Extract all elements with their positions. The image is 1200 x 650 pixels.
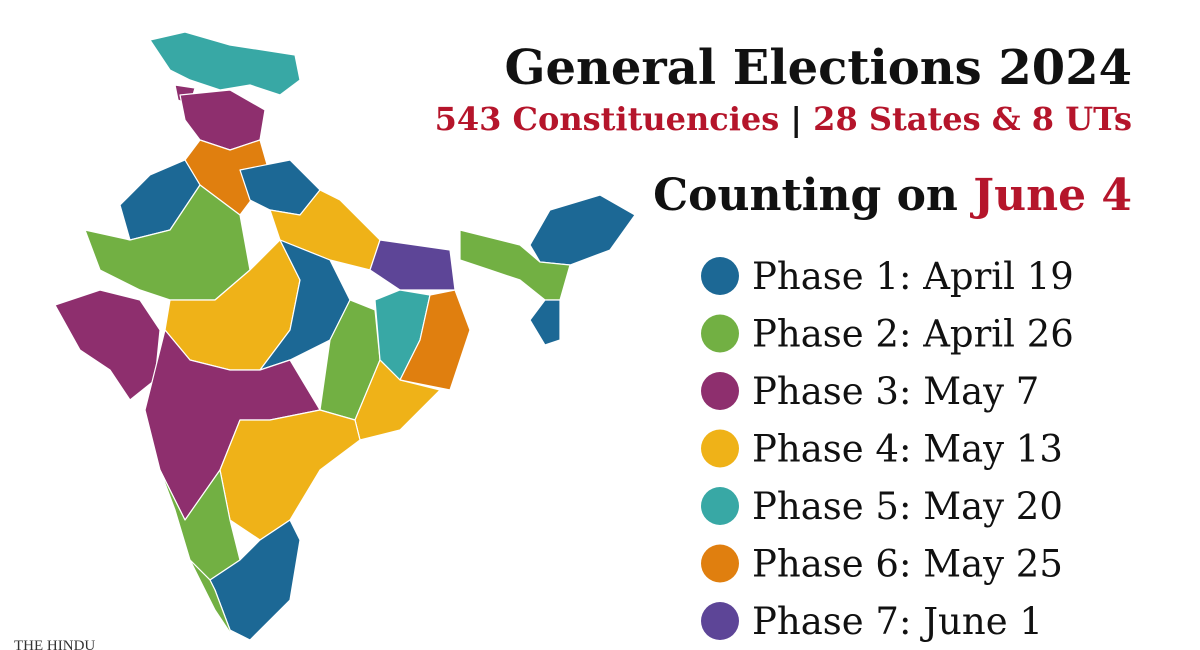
map-region (399, 289, 471, 391)
legend-label: Phase 3: May 7 (752, 370, 1039, 413)
legend-swatch (701, 544, 739, 583)
subtitle: 543 Constituencies | 28 States & 8 UTs (435, 100, 1132, 138)
counting-prefix: Counting on (653, 170, 958, 221)
map-region (54, 289, 161, 401)
counting: Counting on June 4 (653, 170, 1132, 221)
map-region (179, 89, 266, 151)
logo: THE HINDU (14, 638, 95, 650)
legend-label: Phase 5: May 20 (752, 485, 1063, 528)
subtitle-part: 28 States & 8 UTs (813, 100, 1132, 138)
legend-label: Phase 2: April 26 (752, 313, 1074, 356)
counting-date: June 4 (969, 170, 1132, 221)
legend-label: Phase 4: May 13 (752, 428, 1063, 471)
subtitle-separator: | (790, 100, 802, 138)
legend-label: Phase 7: June 1 (752, 600, 1043, 643)
legend: Phase 1: April 19 Phase 2: April 26 Phase … (701, 255, 1074, 643)
map-region (529, 194, 636, 266)
india-map (54, 31, 636, 641)
legend-label: Phase 1: April 19 (752, 255, 1074, 298)
legend-swatch (701, 372, 739, 410)
legend-swatch (701, 602, 739, 640)
legend-swatch (701, 429, 739, 468)
legend-swatch (701, 314, 739, 353)
map-region (529, 299, 561, 346)
map-region (369, 239, 456, 291)
legend-label: Phase 6: May 25 (752, 543, 1063, 586)
subtitle-part: 543 Constituencies (435, 100, 780, 138)
legend-swatch (701, 487, 739, 525)
map-region (189, 559, 236, 641)
legend-swatch (701, 257, 739, 295)
title: General Elections 2024 (504, 40, 1132, 96)
map-region (149, 31, 301, 96)
